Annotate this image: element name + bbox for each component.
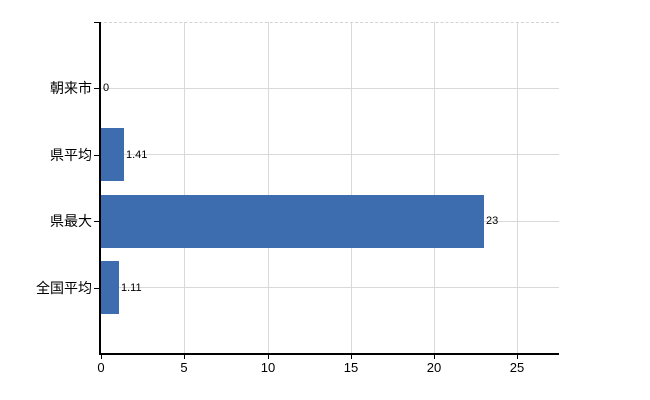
bar [101,128,124,181]
bar [101,195,484,248]
x-tick [517,355,519,359]
y-tick [94,221,99,223]
x-tick-label: 25 [509,360,525,375]
gridline-v [184,22,186,354]
y-axis [99,22,101,355]
y-tick [94,88,99,90]
category-label: 県最大 [50,213,92,229]
gridline-v [350,22,352,354]
x-tick-label: 10 [260,360,276,375]
plot-top-border [99,22,559,23]
y-tick [94,22,99,23]
x-tick [101,355,102,359]
x-tick-label: 0 [97,360,105,375]
x-axis [99,353,559,355]
x-tick-label: 15 [343,360,359,375]
category-label: 全国平均 [36,280,92,296]
gridline-h [101,287,559,289]
x-tick-label: 20 [426,360,442,375]
value-label: 1.11 [121,282,142,294]
category-label: 県平均 [50,147,92,163]
x-tick [434,355,436,359]
gridline-v [517,22,519,354]
value-label: 0 [103,82,110,94]
x-tick [184,355,186,359]
value-label: 23 [486,215,499,227]
bar [101,261,119,314]
category-label: 朝来市 [50,80,92,96]
gridline-h [101,154,559,156]
gridline-v [267,22,269,354]
x-tick [350,355,352,359]
y-tick [94,287,99,289]
x-tick [267,355,269,359]
gridline-v [434,22,436,354]
gridline-h [101,87,559,89]
value-label: 1.41 [126,149,148,161]
x-tick-label: 5 [180,360,188,375]
y-tick [94,154,99,156]
